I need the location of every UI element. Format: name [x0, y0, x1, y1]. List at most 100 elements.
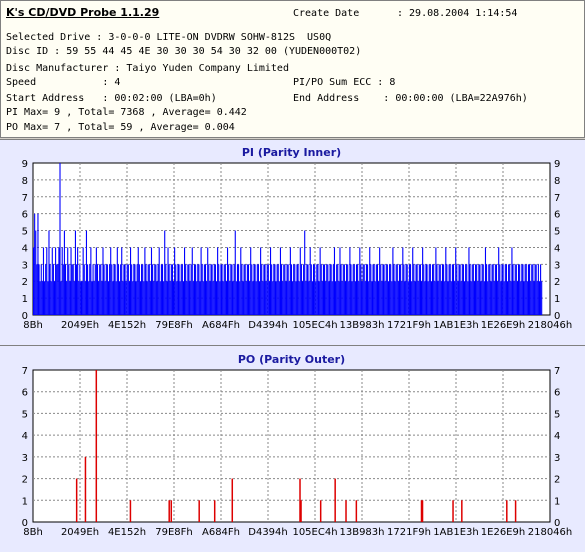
- data-bar: [81, 281, 83, 315]
- data-bar: [391, 281, 393, 315]
- x-tick-label: 8Bh: [23, 527, 43, 538]
- data-bar: [117, 264, 119, 315]
- data-bar: [258, 281, 261, 315]
- data-bar: [490, 281, 492, 315]
- y-tick-label-right: 6: [554, 210, 560, 221]
- data-bar: [57, 264, 59, 315]
- data-bar: [135, 281, 137, 315]
- data-bar: [481, 264, 483, 315]
- data-bar: [49, 264, 51, 315]
- data-bar: [338, 281, 340, 315]
- data-bar: [174, 247, 176, 315]
- data-bar: [131, 264, 133, 315]
- data-bar: [58, 247, 60, 315]
- data-bar: [219, 281, 221, 315]
- data-bar: [256, 264, 258, 315]
- data-bar: [90, 247, 92, 315]
- pi-stats: PI Max= 9 , Total= 7368 , Average= 0.442: [6, 107, 247, 118]
- data-bar: [212, 281, 214, 315]
- data-bar: [463, 281, 466, 315]
- data-bar: [389, 264, 391, 315]
- data-bar: [214, 264, 216, 315]
- data-bar: [502, 264, 504, 315]
- data-bar: [432, 264, 434, 315]
- data-bar: [315, 281, 317, 315]
- data-bar: [198, 264, 200, 315]
- data-bar: [440, 281, 442, 315]
- data-bar: [225, 281, 227, 315]
- data-bar: [526, 281, 528, 315]
- data-bar: [462, 264, 464, 315]
- data-bar: [67, 247, 69, 315]
- data-bar: [122, 281, 124, 315]
- data-bar: [465, 264, 467, 315]
- data-bar: [199, 281, 201, 315]
- data-bar: [325, 281, 327, 315]
- data-bar: [129, 500, 132, 522]
- data-bar: [215, 281, 218, 315]
- x-tick-label: A684Fh: [202, 320, 240, 331]
- data-bar: [139, 281, 142, 315]
- data-bar: [450, 281, 452, 315]
- y-tick-label-left: 3: [22, 260, 28, 271]
- data-bar: [400, 264, 402, 315]
- data-bar: [323, 264, 326, 315]
- y-tick-label-right: 1: [554, 294, 560, 305]
- data-bar: [149, 281, 151, 315]
- data-bar: [420, 500, 423, 522]
- y-tick-label-right: 7: [554, 366, 560, 377]
- data-bar: [182, 281, 185, 315]
- data-bar: [69, 281, 71, 315]
- data-bar: [171, 264, 173, 315]
- data-bar: [169, 281, 171, 315]
- data-bar: [472, 264, 474, 315]
- data-bar: [359, 247, 361, 315]
- data-bar: [279, 247, 282, 315]
- data-bar: [230, 264, 232, 315]
- data-bar: [240, 247, 242, 315]
- data-bar: [456, 264, 458, 315]
- data-bar: [235, 281, 237, 315]
- data-bar: [217, 247, 219, 315]
- data-bar: [304, 230, 306, 315]
- data-bar: [321, 281, 323, 315]
- data-bar: [506, 500, 508, 522]
- y-tick-label-right: 5: [554, 227, 560, 238]
- app-title: K's CD/DVD Probe 1.1.29: [6, 6, 160, 19]
- data-bar: [284, 264, 286, 315]
- data-bar: [113, 264, 115, 315]
- data-bar: [331, 281, 333, 315]
- x-tick-label: 1E26E9h: [481, 320, 525, 331]
- data-bar: [36, 264, 38, 315]
- data-bar: [454, 281, 456, 315]
- data-bar: [537, 264, 539, 315]
- data-bar: [242, 281, 244, 315]
- data-bar: [480, 281, 482, 315]
- data-bar: [376, 264, 379, 315]
- data-bar: [396, 264, 398, 315]
- data-bar: [253, 264, 255, 315]
- data-bar: [244, 264, 246, 315]
- data-bar: [349, 247, 351, 315]
- data-bar: [276, 264, 278, 315]
- data-bar: [239, 281, 241, 315]
- data-bar: [521, 264, 523, 315]
- data-bar: [63, 230, 65, 315]
- data-bar: [247, 264, 250, 315]
- data-bar: [210, 264, 212, 315]
- data-bar: [245, 281, 247, 315]
- y-tick-label-left: 4: [22, 243, 28, 254]
- data-bar: [186, 281, 188, 315]
- data-bar: [251, 264, 253, 315]
- data-bar: [329, 264, 331, 315]
- data-bar: [68, 264, 70, 315]
- data-bar: [243, 264, 245, 315]
- data-bar: [365, 264, 367, 315]
- data-bar: [423, 264, 425, 315]
- data-bar: [354, 281, 356, 315]
- data-bar: [285, 281, 287, 315]
- data-bar: [458, 264, 460, 315]
- data-bar: [515, 264, 517, 315]
- data-bar: [185, 264, 187, 315]
- data-bar: [516, 281, 518, 315]
